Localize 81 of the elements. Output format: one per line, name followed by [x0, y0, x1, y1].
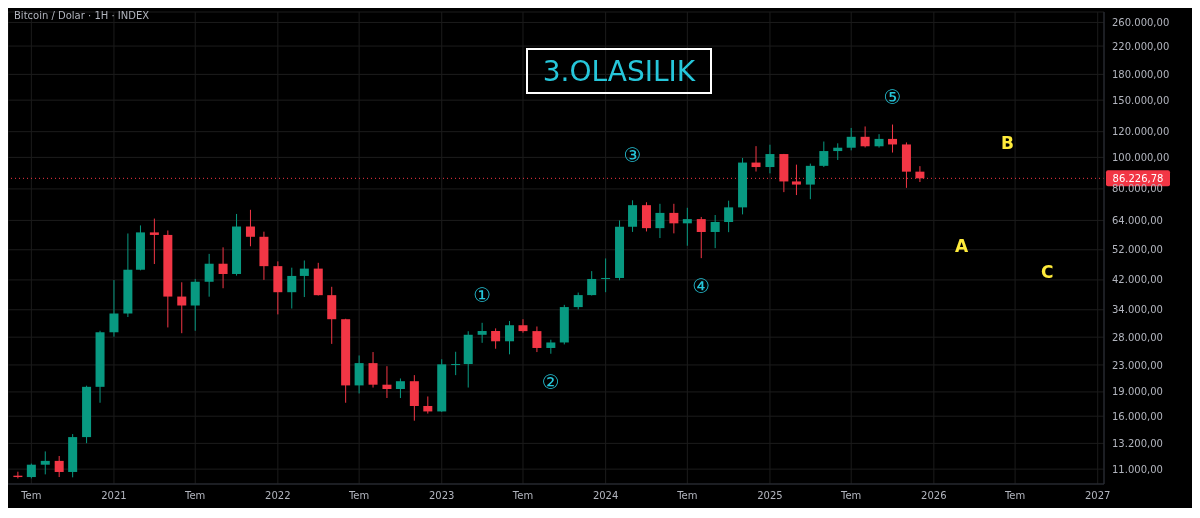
annotation: ④ — [692, 274, 711, 299]
candlestick — [287, 267, 297, 310]
candlestick — [655, 203, 665, 239]
annotation: C — [1041, 262, 1054, 282]
candlestick — [204, 253, 214, 298]
ref-line-label: 86.226,78 — [1112, 173, 1164, 185]
candlestick — [628, 199, 638, 233]
annotation: ② — [541, 369, 560, 394]
chart-subtitle: Bitcoin / Dolar · 1H · INDEX — [14, 10, 150, 21]
candlestick — [765, 144, 775, 174]
y-tick-label: 220.000,00 — [1112, 40, 1170, 52]
y-tick-label: 180.000,00 — [1112, 68, 1170, 80]
candlestick — [382, 365, 392, 399]
candlestick — [846, 127, 856, 151]
candlestick — [587, 270, 597, 297]
candlestick — [724, 200, 734, 233]
candlestick — [641, 201, 651, 232]
x-tick-label: 2026 — [921, 490, 947, 502]
candlestick — [477, 322, 487, 344]
y-tick-label: 42.000,00 — [1112, 274, 1163, 286]
y-tick-label: 28.000,00 — [1112, 331, 1163, 343]
y-tick-label: 64.000,00 — [1112, 214, 1163, 226]
annotation: A — [955, 236, 969, 256]
candlestick — [109, 279, 119, 338]
x-tick-label: 2022 — [265, 490, 291, 502]
x-tick-label: Tem — [184, 490, 206, 502]
candlestick — [874, 133, 884, 149]
candlestick — [245, 209, 255, 247]
candlestick — [751, 145, 761, 172]
y-tick-label: 11.000,00 — [1112, 463, 1163, 475]
candlestick — [451, 351, 461, 376]
candlestick — [819, 141, 829, 168]
x-tick-label: Tem — [347, 490, 370, 502]
candlestick — [682, 207, 692, 247]
candlestick — [710, 214, 720, 249]
candlestick — [190, 278, 200, 332]
candlestick — [395, 377, 405, 399]
annotation: ③ — [623, 143, 642, 168]
candlestick — [805, 163, 815, 200]
candlestick — [601, 257, 611, 293]
candlestick — [696, 216, 706, 259]
y-tick-label: 52.000,00 — [1112, 244, 1163, 256]
x-tick-label: Tem — [511, 490, 534, 502]
y-tick-label: 16.000,00 — [1112, 410, 1163, 422]
candlestick — [40, 450, 50, 475]
y-tick-label: 19.000,00 — [1112, 386, 1163, 398]
candlestick — [518, 318, 528, 334]
x-tick-label: Tem — [20, 490, 42, 502]
candlestick — [532, 325, 542, 353]
y-tick-label: 100.000,00 — [1112, 151, 1170, 163]
candlestick — [491, 327, 501, 350]
y-tick-label: 23.000,00 — [1112, 359, 1163, 371]
candlestick — [54, 455, 64, 478]
x-tick-label: Tem — [1003, 490, 1026, 502]
y-tick-label: 13.200,00 — [1112, 437, 1163, 449]
x-tick-label: 2021 — [101, 490, 127, 502]
y-tick-label: 34.000,00 — [1112, 304, 1163, 316]
x-tick-label: Tem — [676, 490, 698, 502]
y-tick-label: 260.000,00 — [1112, 17, 1170, 29]
x-tick-label: 2027 — [1084, 490, 1111, 502]
x-tick-label: 2025 — [757, 490, 783, 502]
x-tick-label: Tem — [840, 490, 862, 502]
heading-frame: 3.OLASILIK — [526, 48, 712, 94]
y-tick-label: 150.000,00 — [1112, 94, 1170, 106]
candlestick — [354, 354, 364, 394]
candlestick — [177, 281, 187, 334]
candlestick — [149, 218, 159, 265]
annotation: B — [1001, 133, 1014, 153]
x-tick-label: 2023 — [429, 490, 455, 502]
y-tick-label: 120.000,00 — [1112, 126, 1170, 138]
y-tick-label: 80.000,00 — [1112, 183, 1163, 195]
x-tick-label: 2024 — [592, 490, 619, 502]
candlestick — [505, 320, 515, 355]
candlestick — [218, 246, 228, 289]
candlestick — [888, 124, 898, 154]
annotation: ⑤ — [883, 84, 902, 109]
candlestick — [669, 203, 679, 234]
candlestick — [368, 351, 378, 389]
candlestick — [860, 125, 870, 148]
candlestick — [299, 259, 309, 298]
annotation: ① — [473, 282, 492, 307]
